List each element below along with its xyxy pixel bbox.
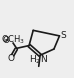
Text: S: S xyxy=(60,31,66,40)
Text: O: O xyxy=(8,54,15,63)
Circle shape xyxy=(9,56,13,60)
Text: O: O xyxy=(3,36,10,45)
Text: OCH$_3$: OCH$_3$ xyxy=(1,34,26,46)
Text: H$_2$N: H$_2$N xyxy=(29,54,48,66)
Circle shape xyxy=(9,38,13,42)
